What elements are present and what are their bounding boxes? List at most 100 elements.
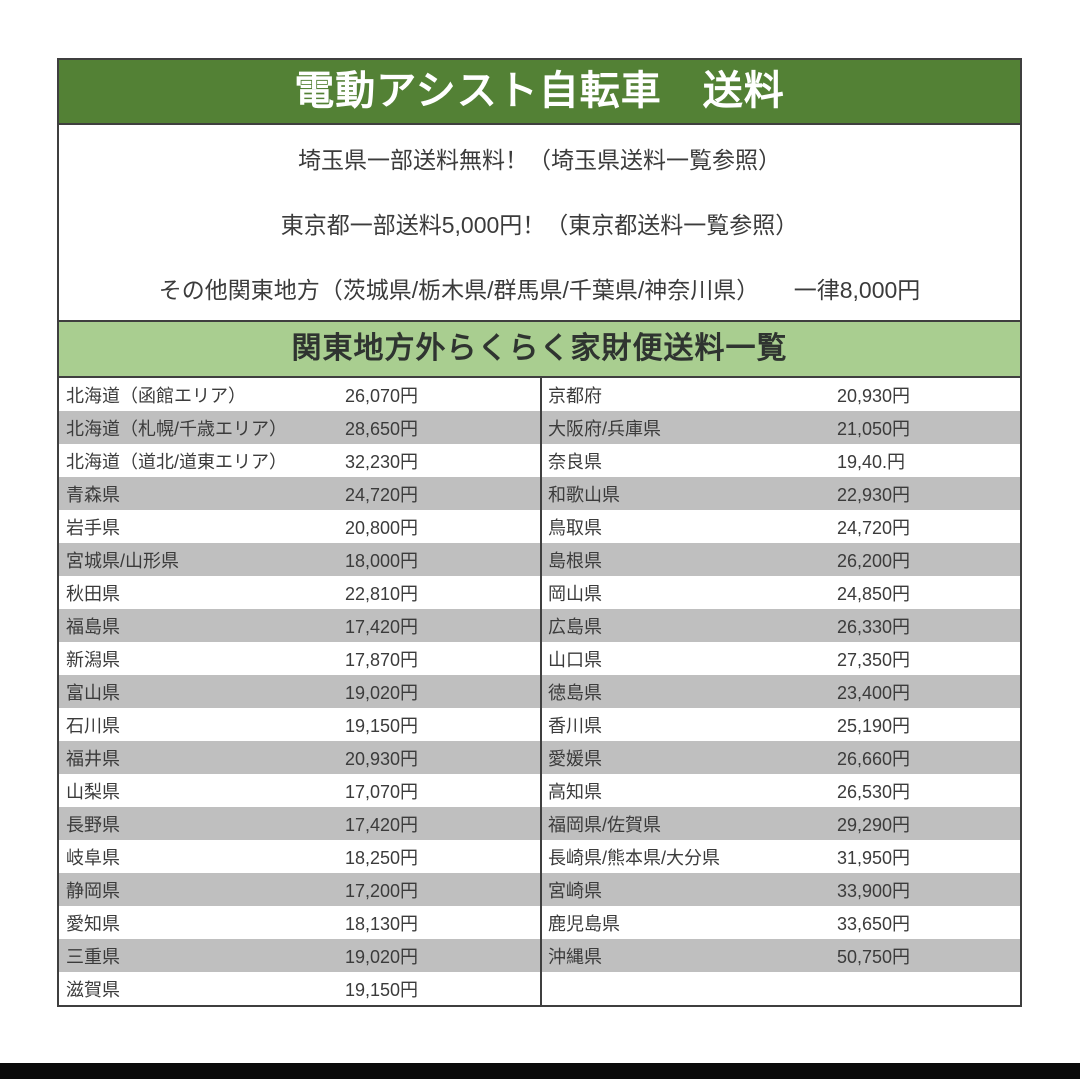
fee-cell-right: 22,930円: [837, 484, 911, 505]
region-cell-right: 山口県: [540, 642, 837, 675]
region-cell-left: 青森県: [66, 484, 120, 505]
fee-table-row: 山梨県 17,070円 高知県 26,530円: [59, 774, 1020, 807]
fee-cell-left: 28,650円: [345, 418, 419, 439]
fee-cell-left: 22,810円: [345, 583, 419, 604]
fee-table: 北海道（函館エリア） 26,070円 京都府 20,930円 北海道（札幌/千歳エリア）…: [59, 378, 1020, 1005]
region-cell-right: 大阪府/兵庫県: [540, 411, 837, 444]
fee-cell-right: 26,530円: [837, 781, 911, 802]
fee-cell-right: 25,190円: [837, 715, 911, 736]
fee-table-row: 石川県 19,150円 香川県 25,190円: [59, 708, 1020, 741]
region-cell-left: 静岡県: [66, 880, 120, 901]
fee-cell-left: 19,020円: [345, 946, 419, 967]
note-tokyo: 東京都一部送料5,000円！（東京都送料一覧参照）: [280, 211, 799, 238]
fee-table-row: 新潟県 17,870円 山口県 27,350円: [59, 642, 1020, 675]
fee-table-row: 富山県 19,020円 徳島県 23,400円: [59, 675, 1020, 708]
fee-cell-right: 50,750円: [837, 946, 911, 967]
fee-cell-left: 17,870円: [345, 649, 419, 670]
region-cell-left: 滋賀県: [66, 979, 120, 1000]
fee-cell-right: 27,350円: [837, 649, 911, 670]
fee-cell-right: 33,900円: [837, 880, 911, 901]
region-cell-right: 奈良県: [540, 444, 837, 477]
region-cell-left: 福井県: [66, 748, 120, 769]
fee-cell-right: 26,200円: [837, 550, 911, 571]
fee-cell-left: 17,200円: [345, 880, 419, 901]
fee-cell-right: 21,050円: [837, 418, 911, 439]
fee-cell-left: 24,720円: [345, 484, 419, 505]
region-cell-left: 三重県: [66, 946, 120, 967]
fee-cell-right: 26,660円: [837, 748, 911, 769]
fee-cell-left: 26,070円: [345, 385, 419, 406]
fee-cell-right: 29,290円: [837, 814, 911, 835]
fee-cell-left: 18,250円: [345, 847, 419, 868]
region-cell-left: 富山県: [66, 682, 120, 703]
fee-table-row: 福島県 17,420円 広島県 26,330円: [59, 609, 1020, 642]
region-cell-left: 愛知県: [66, 913, 120, 934]
region-cell-left: 石川県: [66, 715, 120, 736]
note-saitama: 埼玉県一部送料無料！（埼玉県送料一覧参照）: [298, 146, 781, 173]
fee-table-row: 北海道（函館エリア） 26,070円 京都府 20,930円: [59, 378, 1020, 411]
region-cell-right: 徳島県: [540, 675, 837, 708]
fee-table-row: 青森県 24,720円 和歌山県 22,930円: [59, 477, 1020, 510]
fee-cell-left: 17,070円: [345, 781, 419, 802]
fee-table-row: 北海道（道北/道東エリア） 32,230円 奈良県 19,40.円: [59, 444, 1020, 477]
fee-cell-left: 18,000円: [345, 550, 419, 571]
region-cell-left: 宮城県/山形県: [66, 550, 180, 571]
region-cell-left: 山梨県: [66, 781, 120, 802]
fee-table-row: 滋賀県 19,150円: [59, 972, 1020, 1005]
region-cell-right: 長崎県/熊本県/大分県: [540, 840, 837, 873]
region-cell-right: 島根県: [540, 543, 837, 576]
region-cell-left: 秋田県: [66, 583, 120, 604]
region-cell-left: 新潟県: [66, 649, 120, 670]
fee-cell-right: 19,40.円: [837, 451, 906, 472]
region-cell-right: 沖縄県: [540, 939, 837, 972]
region-cell-right: 高知県: [540, 774, 837, 807]
fee-cell-left: 20,930円: [345, 748, 419, 769]
fee-table-title: 関東地方外らくらく家財便送料一覧: [59, 320, 1020, 378]
fee-cell-left: 17,420円: [345, 814, 419, 835]
fee-table-row: 岩手県 20,800円 鳥取県 24,720円: [59, 510, 1020, 543]
note-other-kanto: その他関東地方（茨城県/栃木県/群馬県/千葉県/神奈川県） 一律8,000円: [158, 276, 921, 303]
fee-table-row: 宮城県/山形県 18,000円 島根県 26,200円: [59, 543, 1020, 576]
region-cell-left: 福島県: [66, 616, 120, 637]
fee-cell-right: 31,950円: [837, 847, 911, 868]
fee-cell-right: 24,850円: [837, 583, 911, 604]
region-cell-right: [540, 972, 837, 1005]
fee-table-row: 静岡県 17,200円 宮崎県 33,900円: [59, 873, 1020, 906]
region-cell-left: 北海道（函館エリア）: [66, 385, 246, 406]
shipping-info-sheet: 電動アシスト自転車 送料 埼玉県一部送料無料！（埼玉県送料一覧参照） 東京都一部…: [57, 58, 1022, 1007]
fee-cell-right: 20,930円: [837, 385, 911, 406]
fee-cell-right: 33,650円: [837, 913, 911, 934]
fee-cell-left: 19,150円: [345, 715, 419, 736]
fee-cell-right: 24,720円: [837, 517, 911, 538]
main-title: 電動アシスト自転車 送料: [59, 60, 1020, 125]
notes-section: 埼玉県一部送料無料！（埼玉県送料一覧参照） 東京都一部送料5,000円！（東京都…: [59, 125, 1020, 320]
region-cell-right: 鹿児島県: [540, 906, 837, 939]
fee-cell-left: 19,020円: [345, 682, 419, 703]
region-cell-right: 京都府: [540, 378, 837, 411]
region-cell-left: 北海道（道北/道東エリア）: [66, 451, 287, 472]
fee-cell-left: 19,150円: [345, 979, 419, 1000]
fee-cell-right: [837, 972, 1020, 1005]
region-cell-right: 宮崎県: [540, 873, 837, 906]
fee-table-row: 秋田県 22,810円 岡山県 24,850円: [59, 576, 1020, 609]
fee-table-row: 三重県 19,020円 沖縄県 50,750円: [59, 939, 1020, 972]
region-cell-left: 北海道（札幌/千歳エリア）: [66, 418, 287, 439]
fee-table-row: 岐阜県 18,250円 長崎県/熊本県/大分県 31,950円: [59, 840, 1020, 873]
region-cell-right: 和歌山県: [540, 477, 837, 510]
region-cell-left: 岩手県: [66, 517, 120, 538]
fee-cell-left: 17,420円: [345, 616, 419, 637]
fee-cell-right: 26,330円: [837, 616, 911, 637]
fee-cell-left: 20,800円: [345, 517, 419, 538]
region-cell-left: 岐阜県: [66, 847, 120, 868]
region-cell-right: 福岡県/佐賀県: [540, 807, 837, 840]
region-cell-left: 長野県: [66, 814, 120, 835]
region-cell-right: 鳥取県: [540, 510, 837, 543]
fee-table-row: 福井県 20,930円 愛媛県 26,660円: [59, 741, 1020, 774]
region-cell-right: 香川県: [540, 708, 837, 741]
fee-table-row: 北海道（札幌/千歳エリア） 28,650円 大阪府/兵庫県 21,050円: [59, 411, 1020, 444]
region-cell-right: 岡山県: [540, 576, 837, 609]
fee-table-row: 長野県 17,420円 福岡県/佐賀県 29,290円: [59, 807, 1020, 840]
fee-cell-right: 23,400円: [837, 682, 911, 703]
fee-table-row: 愛知県 18,130円 鹿児島県 33,650円: [59, 906, 1020, 939]
bottom-bar: [0, 1063, 1080, 1079]
